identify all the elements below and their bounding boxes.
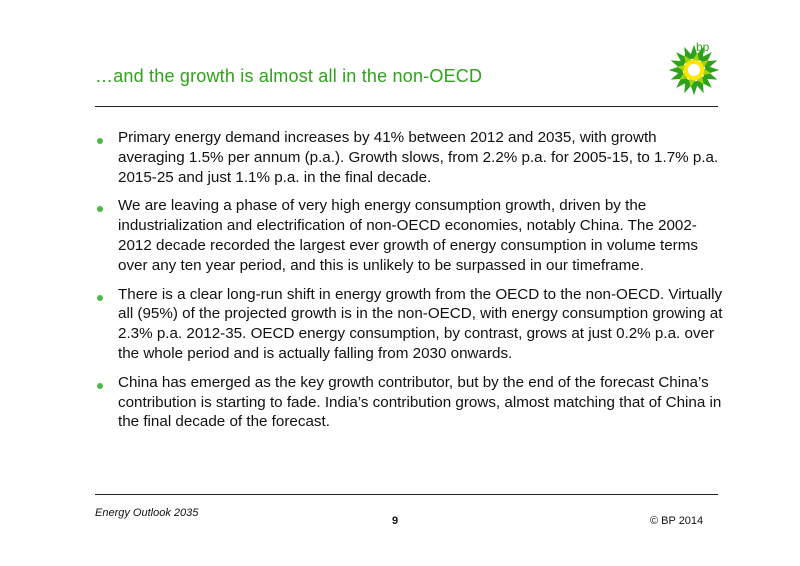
bullet-text: China has emerged as the key growth cont… [118, 373, 722, 431]
bullet-list: Primary energy demand increases by 41% b… [96, 128, 726, 441]
list-item: There is a clear long-run shift in energ… [96, 285, 726, 364]
bullet-text: We are leaving a phase of very high ener… [118, 197, 698, 274]
bullet-dot-icon [97, 294, 103, 301]
page-number: 9 [392, 515, 399, 527]
header-divider [95, 106, 718, 107]
list-item: China has emerged as the key growth cont… [96, 373, 726, 432]
bullet-dot-icon [97, 138, 103, 144]
footer-divider [95, 494, 718, 495]
list-item: We are leaving a phase of very high ener… [96, 196, 726, 275]
bullet-dot-icon [97, 206, 103, 213]
bp-helios-logo-icon [668, 44, 720, 96]
page-title: …and the growth is almost all in the non… [95, 66, 483, 86]
bullet-text: Primary energy demand increases by 41% b… [118, 129, 719, 186]
bullet-text: There is a clear long-run shift in energ… [118, 285, 723, 362]
bullet-dot-icon [97, 382, 103, 389]
bp-logo-text: bp [696, 40, 710, 54]
footer-copyright: © BP 2014 [650, 515, 704, 527]
list-item: Primary energy demand increases by 41% b… [96, 128, 726, 187]
footer-publication: Energy Outlook 2035 [95, 507, 199, 519]
